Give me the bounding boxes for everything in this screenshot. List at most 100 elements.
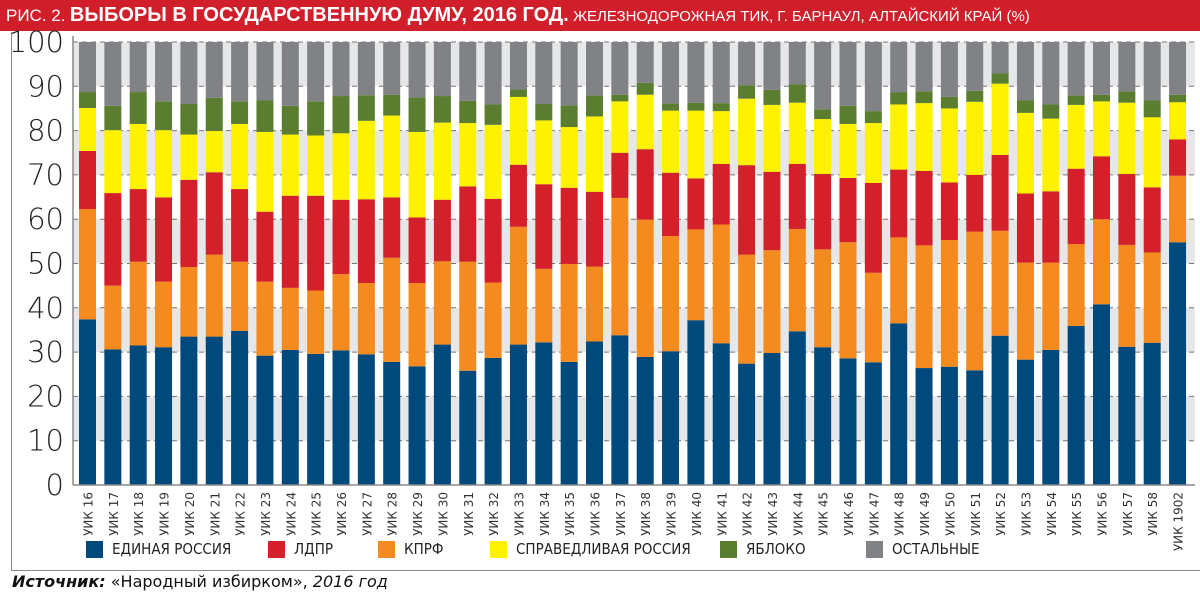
bar-segment xyxy=(814,109,832,120)
x-tick-label: УИК 51 xyxy=(969,492,983,536)
legend-label: ЛДПР xyxy=(294,540,333,558)
bar-segment xyxy=(509,344,527,485)
bar-segment xyxy=(738,42,756,86)
bar-segment xyxy=(535,184,553,269)
bar-segment xyxy=(408,217,426,283)
bar-segment xyxy=(332,96,350,134)
bar-segment xyxy=(1042,118,1060,192)
bar-segment xyxy=(104,42,122,106)
bar-segment xyxy=(509,42,527,90)
bar-segment xyxy=(991,154,1009,231)
bar-segment xyxy=(1143,342,1161,485)
figure-number: РИС. 2. xyxy=(6,6,66,25)
bar-segment xyxy=(332,199,350,275)
bar-segment xyxy=(1067,168,1085,245)
bar-segment xyxy=(383,115,401,198)
bar-segment xyxy=(839,123,857,179)
bar-segment xyxy=(1016,42,1034,101)
bar-segment xyxy=(231,101,249,124)
bar-segment xyxy=(433,122,451,200)
bar-segment xyxy=(281,195,299,288)
legend-item-sr: СПРАВЕДЛИВАЯ РОССИЯ xyxy=(490,537,691,561)
bar-segment xyxy=(560,187,578,264)
bar-segment xyxy=(104,130,122,194)
source-label: Источник: xyxy=(12,572,106,591)
bar-segment xyxy=(864,42,882,112)
bar-segment xyxy=(1169,242,1187,485)
bar-segment xyxy=(535,268,553,343)
x-tick-label: УИК 34 xyxy=(538,492,552,536)
bar-segment xyxy=(1016,359,1034,485)
legend-label: ЯБЛОКО xyxy=(746,540,806,558)
bar-segment xyxy=(256,42,274,101)
x-tick-label: УИК 52 xyxy=(994,492,1008,536)
x-tick-label: УИК 33 xyxy=(512,492,526,536)
bar-segment xyxy=(890,237,908,324)
bar-segment xyxy=(560,361,578,485)
bar-segment xyxy=(991,230,1009,336)
bar-segment xyxy=(763,104,781,172)
bar-segment xyxy=(1093,304,1110,485)
y-tick-label: 60 xyxy=(27,202,64,236)
bar-segment xyxy=(332,350,350,485)
bar-segment xyxy=(155,130,173,198)
bar-segment xyxy=(636,82,654,95)
bar-segment xyxy=(864,362,882,485)
bar-segment xyxy=(408,97,426,132)
bar-segment xyxy=(763,352,781,485)
bar-segment xyxy=(712,42,730,104)
legend-swatch xyxy=(268,540,285,558)
bar-segment xyxy=(256,281,274,356)
x-tick-label: УИК 20 xyxy=(183,492,197,536)
bar-segment xyxy=(459,261,477,371)
chart-title: РИС. 2. ВЫБОРЫ В ГОСУДАРСТВЕННУЮ ДУМУ, 2… xyxy=(0,0,1200,31)
bar-segment xyxy=(1093,42,1110,95)
bar-segment xyxy=(509,164,527,227)
bar-segment xyxy=(738,165,756,255)
source-year: 2016 год xyxy=(312,572,388,591)
bar-segment xyxy=(1042,262,1060,350)
bar-segment xyxy=(1042,42,1060,105)
bar-segment xyxy=(763,89,781,105)
legend-swatch xyxy=(720,540,737,558)
bar-segment xyxy=(763,250,781,353)
bar-segment xyxy=(535,120,553,185)
bar-segment xyxy=(890,323,908,485)
bar-segment xyxy=(155,101,173,131)
legend-label: ОСТАЛЬНЫЕ xyxy=(892,540,980,558)
bar-segment xyxy=(104,285,122,350)
bar-segment xyxy=(104,105,122,131)
y-tick-label: 90 xyxy=(27,69,64,103)
bar-segment xyxy=(129,261,147,346)
x-tick-label: УИК 55 xyxy=(1070,492,1084,536)
x-tick-label: УИК 41 xyxy=(715,492,729,536)
x-tick-label: УИК 26 xyxy=(335,492,349,536)
bar-segment xyxy=(1093,101,1110,157)
bar-segment xyxy=(180,42,198,105)
bar-segment xyxy=(180,267,198,337)
x-tick-label: УИК 27 xyxy=(360,492,374,536)
bar-segment xyxy=(687,42,705,103)
bar-segment xyxy=(1143,117,1161,188)
bar-segment xyxy=(890,42,908,93)
bar-segment xyxy=(231,123,249,190)
bar-segment xyxy=(712,163,730,225)
x-tick-label: УИК 37 xyxy=(614,492,628,536)
x-tick-label: УИК 50 xyxy=(943,492,957,536)
bar-segment xyxy=(814,42,832,110)
bar-segment xyxy=(509,226,527,345)
legend-swatch xyxy=(378,540,395,558)
x-tick-label: УИК 47 xyxy=(867,492,881,536)
x-tick-label: УИК 31 xyxy=(462,492,476,536)
bar-segment xyxy=(408,282,426,367)
bar-segment xyxy=(738,85,756,99)
legend-item-other: ОСТАЛЬНЫЕ xyxy=(866,537,980,561)
bar-segment xyxy=(129,123,147,190)
bar-segment xyxy=(662,351,680,485)
x-tick-label: УИК 30 xyxy=(436,492,450,536)
bar-segment xyxy=(357,42,375,96)
bar-segment xyxy=(231,330,249,485)
y-tick-label: 80 xyxy=(27,114,64,148)
bar-segment xyxy=(484,198,502,283)
bar-segment xyxy=(1093,156,1110,220)
